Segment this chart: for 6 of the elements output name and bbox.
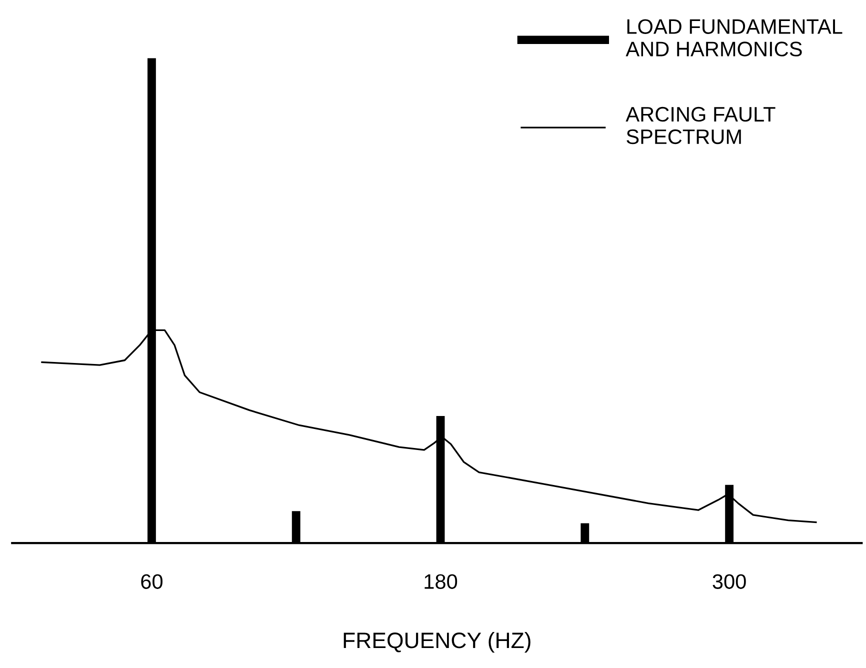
legend-label: ARCING FAULT SPECTRUM <box>626 106 776 144</box>
x-tick-label: 60 <box>141 574 162 589</box>
x-tick-label: 180 <box>424 574 458 589</box>
legend-label: LOAD FUNDAMENTAL AND HARMONICS <box>626 19 842 56</box>
x-tick-label: 300 <box>712 574 746 589</box>
x-axis-title: FREQUENCY (HZ) <box>344 632 530 653</box>
